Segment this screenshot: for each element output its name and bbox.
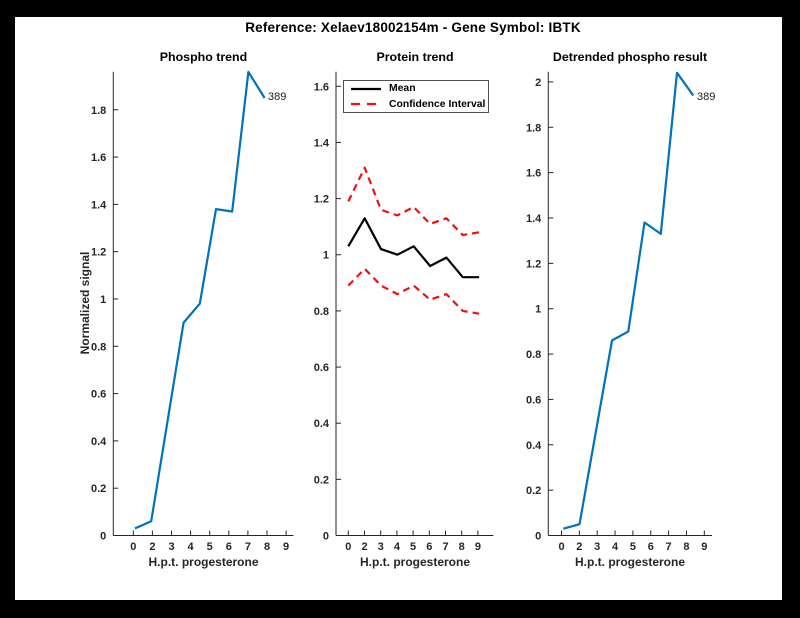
y-tick-label: 2 (535, 77, 541, 89)
y-tick-label: 1.4 (314, 137, 330, 149)
y-tick-label: 0.2 (526, 485, 541, 497)
y-axis-label: Normalized signal (78, 251, 92, 355)
phospho-trend-title: Phospho trend (159, 50, 248, 64)
series-line-ci-lower (347, 267, 480, 315)
x-axis-label-detrended: H.p.t. progesterone (574, 555, 685, 569)
y-tick-label: 1.2 (91, 247, 106, 259)
x-tick-label: 3 (168, 541, 174, 553)
x-tick-label: 2 (576, 541, 582, 553)
x-tick-label: 2 (361, 541, 367, 553)
x-tick-label: 9 (701, 541, 707, 553)
x-tick-label: 0 (130, 541, 136, 553)
x-tick-label: 6 (426, 541, 432, 553)
y-tick-label: 0.6 (91, 389, 106, 401)
protein-trend-title: Protein trend (376, 50, 454, 64)
x-tick-label: 7 (245, 541, 251, 553)
legend-row-mean: Mean (344, 81, 488, 96)
x-tick-label: 8 (459, 541, 465, 553)
x-tick-label: 3 (378, 541, 384, 553)
x-tick-label: 8 (264, 541, 270, 553)
x-tick-label: 4 (612, 541, 619, 553)
y-tick-label: 0.4 (314, 418, 330, 430)
x-tick-label: 4 (394, 541, 401, 553)
series-line-detrended-phospho (563, 71, 695, 530)
y-tick-label: 1.4 (91, 199, 107, 211)
x-tick-label: 5 (630, 541, 636, 553)
x-tick-label: 0 (345, 541, 351, 553)
figure-title: Reference: Xelaev18002154m - Gene Symbol… (245, 20, 581, 35)
y-tick-label: 0.8 (526, 349, 541, 361)
x-tick-label: 8 (683, 541, 689, 553)
y-tick-label: 1.2 (314, 194, 329, 206)
y-tick-label: 0 (100, 531, 106, 543)
legend: Mean Confidence Interval (343, 80, 489, 113)
y-tick-label: 0.2 (91, 483, 106, 495)
detrended-phospho-title: Detrended phospho result (552, 50, 708, 64)
y-tick-label: 0.8 (314, 306, 329, 318)
y-tick-label: 1 (535, 304, 541, 316)
y-tick-label: 1.6 (526, 168, 541, 180)
x-tick-label: 3 (594, 541, 600, 553)
figure-canvas (15, 17, 782, 600)
y-tick-label: 0.4 (526, 440, 542, 452)
y-tick-label: 1.6 (314, 81, 329, 93)
y-tick-label: 1.6 (91, 152, 106, 164)
y-tick-label: 1.2 (526, 258, 541, 270)
x-tick-label: 9 (475, 541, 481, 553)
y-tick-label: 0.4 (91, 436, 107, 448)
x-tick-label: 2 (149, 541, 155, 553)
series-line-mean (347, 217, 480, 279)
y-tick-label: 1.8 (526, 122, 541, 134)
y-tick-label: 0 (323, 531, 329, 543)
y-tick-label: 1 (100, 294, 106, 306)
legend-row-ci: Confidence Interval (344, 97, 488, 112)
x-tick-label: 5 (207, 541, 213, 553)
ci-line-sample-icon (351, 103, 381, 106)
legend-label-ci: Confidence Interval (389, 98, 486, 110)
y-tick-label: 1 (323, 250, 329, 262)
x-tick-label: 0 (558, 541, 564, 553)
series-line-ci-upper (347, 166, 480, 237)
x-tick-label: 9 (283, 541, 289, 553)
y-tick-label: 0.2 (314, 474, 329, 486)
phospho-endpoint-annotation: 389 (268, 91, 287, 103)
x-tick-label: 4 (188, 541, 195, 553)
x-tick-label: 7 (666, 541, 672, 553)
legend-label-mean: Mean (389, 83, 416, 95)
y-tick-label: 0.8 (91, 341, 106, 353)
x-tick-label: 5 (410, 541, 416, 553)
y-tick-label: 0.6 (526, 394, 541, 406)
y-tick-label: 0 (535, 531, 541, 543)
y-tick-label: 1.8 (91, 105, 106, 117)
x-tick-label: 6 (226, 541, 232, 553)
detrended-endpoint-annotation: 389 (697, 91, 716, 103)
y-tick-label: 1.4 (526, 213, 542, 225)
x-tick-label: 7 (442, 541, 448, 553)
y-tick-label: 0.6 (314, 362, 329, 374)
series-line-phospho (134, 70, 266, 530)
x-tick-label: 6 (648, 541, 654, 553)
x-axis-label-protein: H.p.t. progesterone (359, 555, 470, 569)
mean-line-sample-icon (351, 87, 381, 90)
x-axis-label-phospho: H.p.t. progesterone (148, 555, 259, 569)
